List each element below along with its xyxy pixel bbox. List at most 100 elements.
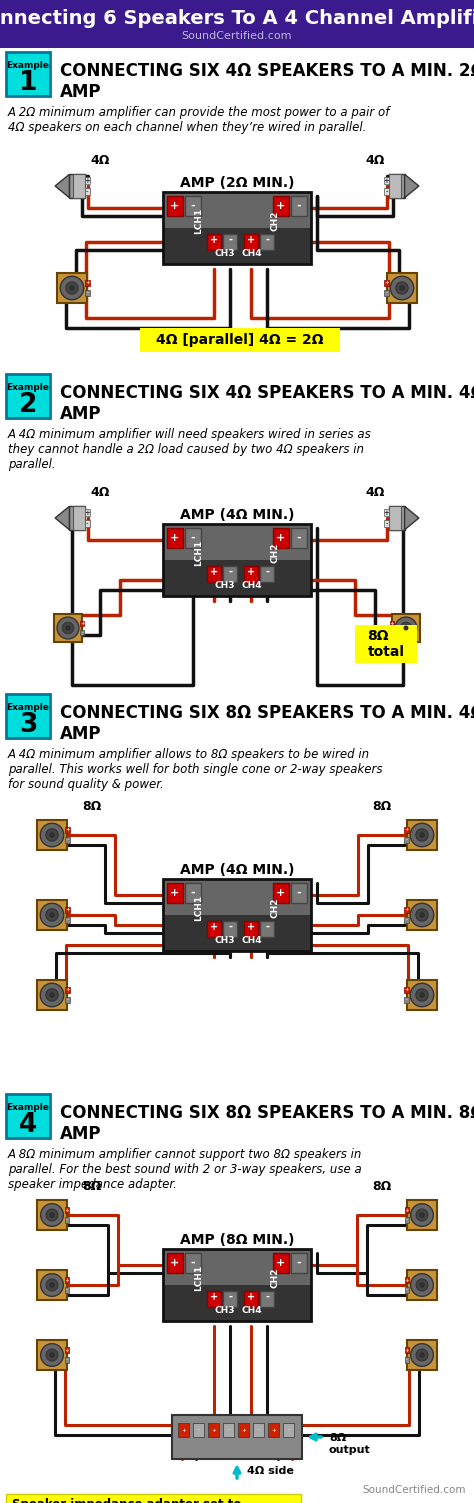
Bar [65, 1217, 69, 1222]
Bar [65, 987, 70, 993]
Circle shape [46, 989, 58, 1001]
Bar [407, 1341, 437, 1369]
Bar [223, 1423, 234, 1437]
Text: AMP (2Ω MIN.): AMP (2Ω MIN.) [180, 176, 294, 189]
Circle shape [416, 909, 428, 921]
Text: +: + [170, 534, 180, 543]
Text: -: - [257, 1428, 259, 1432]
Bar [167, 1254, 183, 1273]
Bar [193, 1423, 204, 1437]
Bar [65, 1207, 69, 1213]
Text: -: - [198, 1428, 200, 1432]
Bar [291, 195, 307, 216]
Bar [163, 525, 311, 597]
Polygon shape [405, 174, 419, 198]
Circle shape [50, 993, 54, 996]
Text: +: + [276, 201, 286, 210]
Bar [37, 1270, 67, 1300]
Bar [273, 528, 289, 549]
Text: -: - [405, 998, 408, 1003]
Bar [392, 613, 420, 642]
Bar [167, 882, 183, 903]
Text: +: + [276, 888, 286, 897]
Bar [260, 234, 274, 249]
Circle shape [410, 1344, 433, 1366]
Bar [163, 192, 311, 265]
Text: AMP (4Ω MIN.): AMP (4Ω MIN.) [180, 863, 294, 876]
Bar [387, 272, 418, 304]
Bar [407, 1201, 437, 1229]
Circle shape [46, 909, 58, 921]
Text: -: - [265, 234, 269, 245]
Text: 4Ω [parallel] 4Ω = 2Ω: 4Ω [parallel] 4Ω = 2Ω [156, 334, 324, 347]
Text: -: - [297, 1258, 301, 1269]
Text: LCH1: LCH1 [194, 1264, 203, 1291]
Text: -: - [228, 234, 232, 245]
Bar [163, 1249, 311, 1285]
Circle shape [40, 983, 64, 1007]
Text: +: + [404, 908, 409, 912]
Bar [389, 174, 401, 198]
Circle shape [41, 1204, 64, 1226]
Text: CONNECTING SIX 8Ω SPEAKERS TO A MIN. 8Ω
AMP: CONNECTING SIX 8Ω SPEAKERS TO A MIN. 8Ω … [60, 1105, 474, 1142]
Bar [167, 195, 183, 216]
Bar [172, 1414, 302, 1459]
Text: A 2Ω minimum amplifier can provide the most power to a pair of
4Ω speakers on ea: A 2Ω minimum amplifier can provide the m… [8, 107, 391, 134]
Bar [384, 188, 389, 195]
Circle shape [40, 824, 64, 846]
Bar [54, 613, 82, 642]
Bar [208, 1291, 221, 1306]
Bar [405, 1278, 409, 1284]
Text: +: + [276, 1258, 286, 1269]
Text: LCH1: LCH1 [194, 207, 203, 234]
Text: +: + [84, 177, 90, 183]
Polygon shape [55, 174, 69, 198]
Text: +: + [64, 1278, 69, 1282]
Text: +: + [405, 1278, 410, 1282]
Bar [65, 827, 70, 833]
Text: +: + [241, 1428, 246, 1432]
Bar [238, 1423, 249, 1437]
Polygon shape [389, 507, 405, 529]
Circle shape [420, 833, 424, 837]
Bar [260, 921, 274, 936]
Text: Example: Example [7, 382, 49, 391]
Bar [384, 290, 389, 296]
Circle shape [416, 1279, 428, 1291]
Text: CH4: CH4 [241, 248, 262, 257]
Text: 8Ω: 8Ω [82, 1180, 101, 1193]
Text: -: - [385, 520, 388, 526]
Text: -: - [191, 1258, 195, 1269]
Text: -: - [66, 998, 69, 1003]
Text: AMP (8Ω MIN.): AMP (8Ω MIN.) [180, 1232, 294, 1247]
Bar [407, 1270, 437, 1300]
Text: +: + [84, 510, 90, 516]
Bar [36, 819, 67, 851]
Bar [163, 192, 311, 228]
Text: Speaker impedance adapter set to
8/4Ω (2 speaker) setting.: Speaker impedance adapter set to 8/4Ω (2… [12, 1498, 241, 1503]
Text: SoundCertified.com: SoundCertified.com [363, 1485, 466, 1495]
Circle shape [66, 625, 70, 630]
Circle shape [410, 983, 434, 1007]
Text: -: - [288, 1428, 290, 1432]
Bar [389, 507, 401, 529]
Text: 4Ω: 4Ω [91, 153, 109, 167]
Bar [407, 980, 438, 1010]
Circle shape [46, 1350, 58, 1360]
Text: +: + [404, 828, 409, 833]
Text: +: + [210, 567, 219, 577]
Text: 3: 3 [19, 712, 37, 738]
Bar [6, 694, 50, 738]
Circle shape [404, 625, 408, 630]
Text: +: + [247, 1291, 255, 1302]
Polygon shape [389, 174, 405, 198]
Text: 8Ω
total: 8Ω total [367, 628, 404, 660]
Bar [36, 900, 67, 930]
Bar [163, 228, 311, 265]
Bar [163, 561, 311, 597]
Text: -: - [406, 1217, 408, 1222]
Bar [268, 1423, 279, 1437]
Bar [223, 1291, 237, 1306]
Bar [273, 1254, 289, 1273]
Bar [65, 1287, 69, 1293]
